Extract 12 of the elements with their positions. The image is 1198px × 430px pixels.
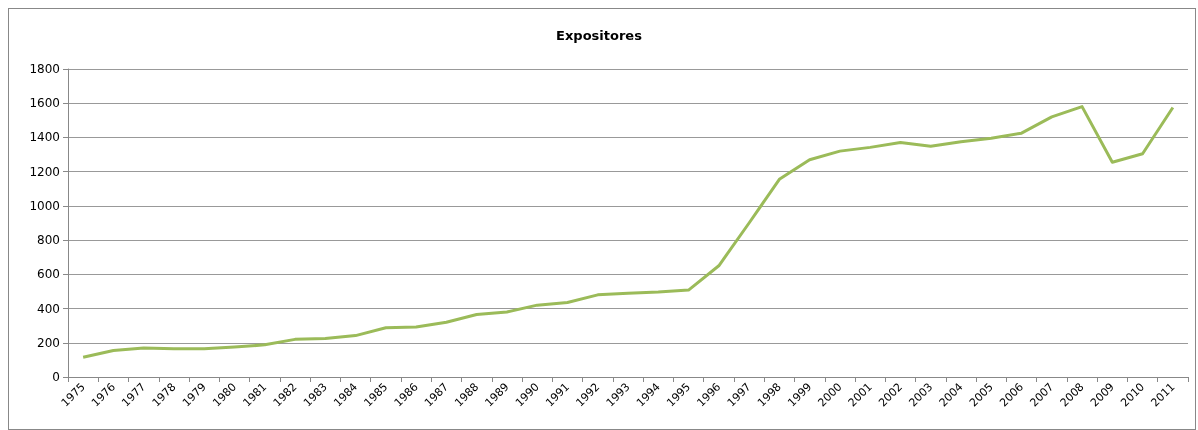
y-tick-label: 600 (37, 267, 60, 282)
y-tick-label: 1000 (29, 198, 60, 213)
y-tick-label: 200 (37, 335, 60, 350)
y-tick-label: 800 (37, 233, 60, 248)
line-series (81, 105, 1175, 359)
chart-title: Expositores (556, 28, 643, 43)
y-tick-label: 1800 (29, 62, 60, 76)
y-tick-label: 1200 (29, 164, 60, 179)
y-tick-label: 0 (52, 370, 60, 384)
y-tick-label: 400 (37, 301, 60, 316)
y-tick-label: 1400 (29, 130, 60, 145)
y-tick-label: 1600 (29, 96, 60, 111)
